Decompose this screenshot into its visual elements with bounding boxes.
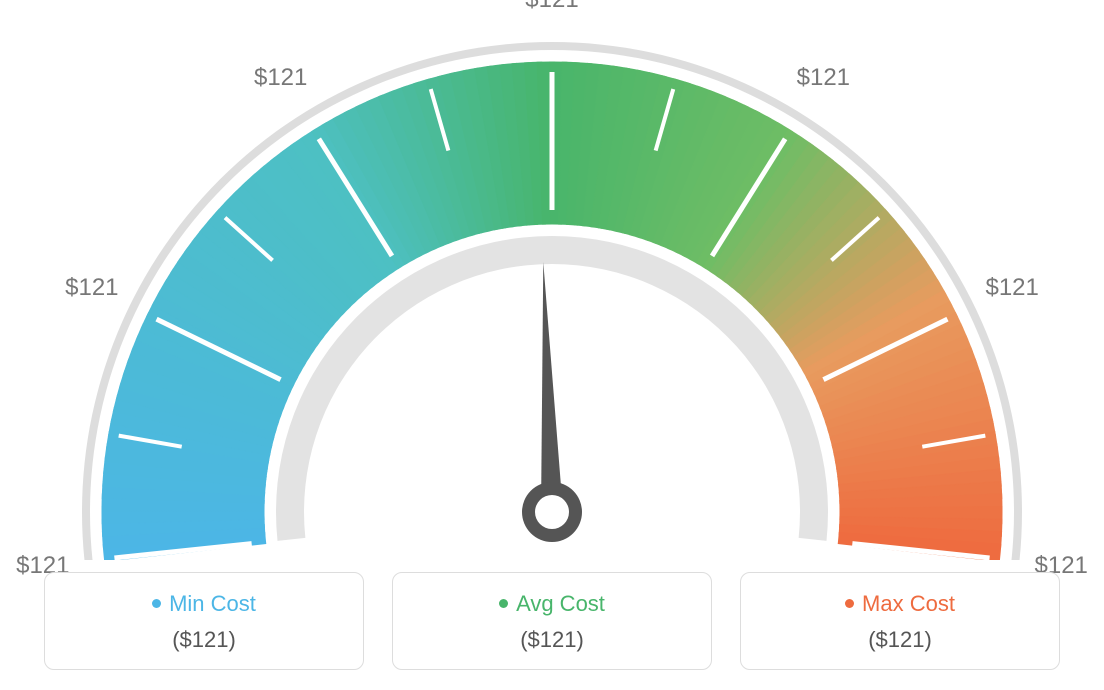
gauge-tick-label: $121	[254, 64, 307, 92]
gauge-tick-label: $121	[65, 274, 118, 302]
gauge-tick-label: $121	[525, 0, 578, 14]
legend-title-text-max: Max Cost	[862, 591, 955, 616]
legend-title-text-avg: Avg Cost	[516, 591, 605, 616]
legend-title-text-min: Min Cost	[169, 591, 256, 616]
legend-card-max: Max Cost ($121)	[740, 572, 1060, 670]
legend-card-avg: Avg Cost ($121)	[392, 572, 712, 670]
legend-dot-avg	[499, 599, 508, 608]
legend-value-max: ($121)	[751, 627, 1049, 653]
legend-title-avg: Avg Cost	[403, 591, 701, 617]
legend-dot-max	[845, 599, 854, 608]
gauge-chart: $121$121$121$121$121$121$121	[0, 0, 1104, 560]
gauge-svg	[0, 0, 1104, 560]
legend-value-avg: ($121)	[403, 627, 701, 653]
legend-card-min: Min Cost ($121)	[44, 572, 364, 670]
legend-title-max: Max Cost	[751, 591, 1049, 617]
gauge-tick-label: $121	[797, 64, 850, 92]
legend-value-min: ($121)	[55, 627, 353, 653]
gauge-tick-label: $121	[985, 274, 1038, 302]
legend-row: Min Cost ($121) Avg Cost ($121) Max Cost…	[0, 572, 1104, 670]
legend-dot-min	[152, 599, 161, 608]
legend-title-min: Min Cost	[55, 591, 353, 617]
